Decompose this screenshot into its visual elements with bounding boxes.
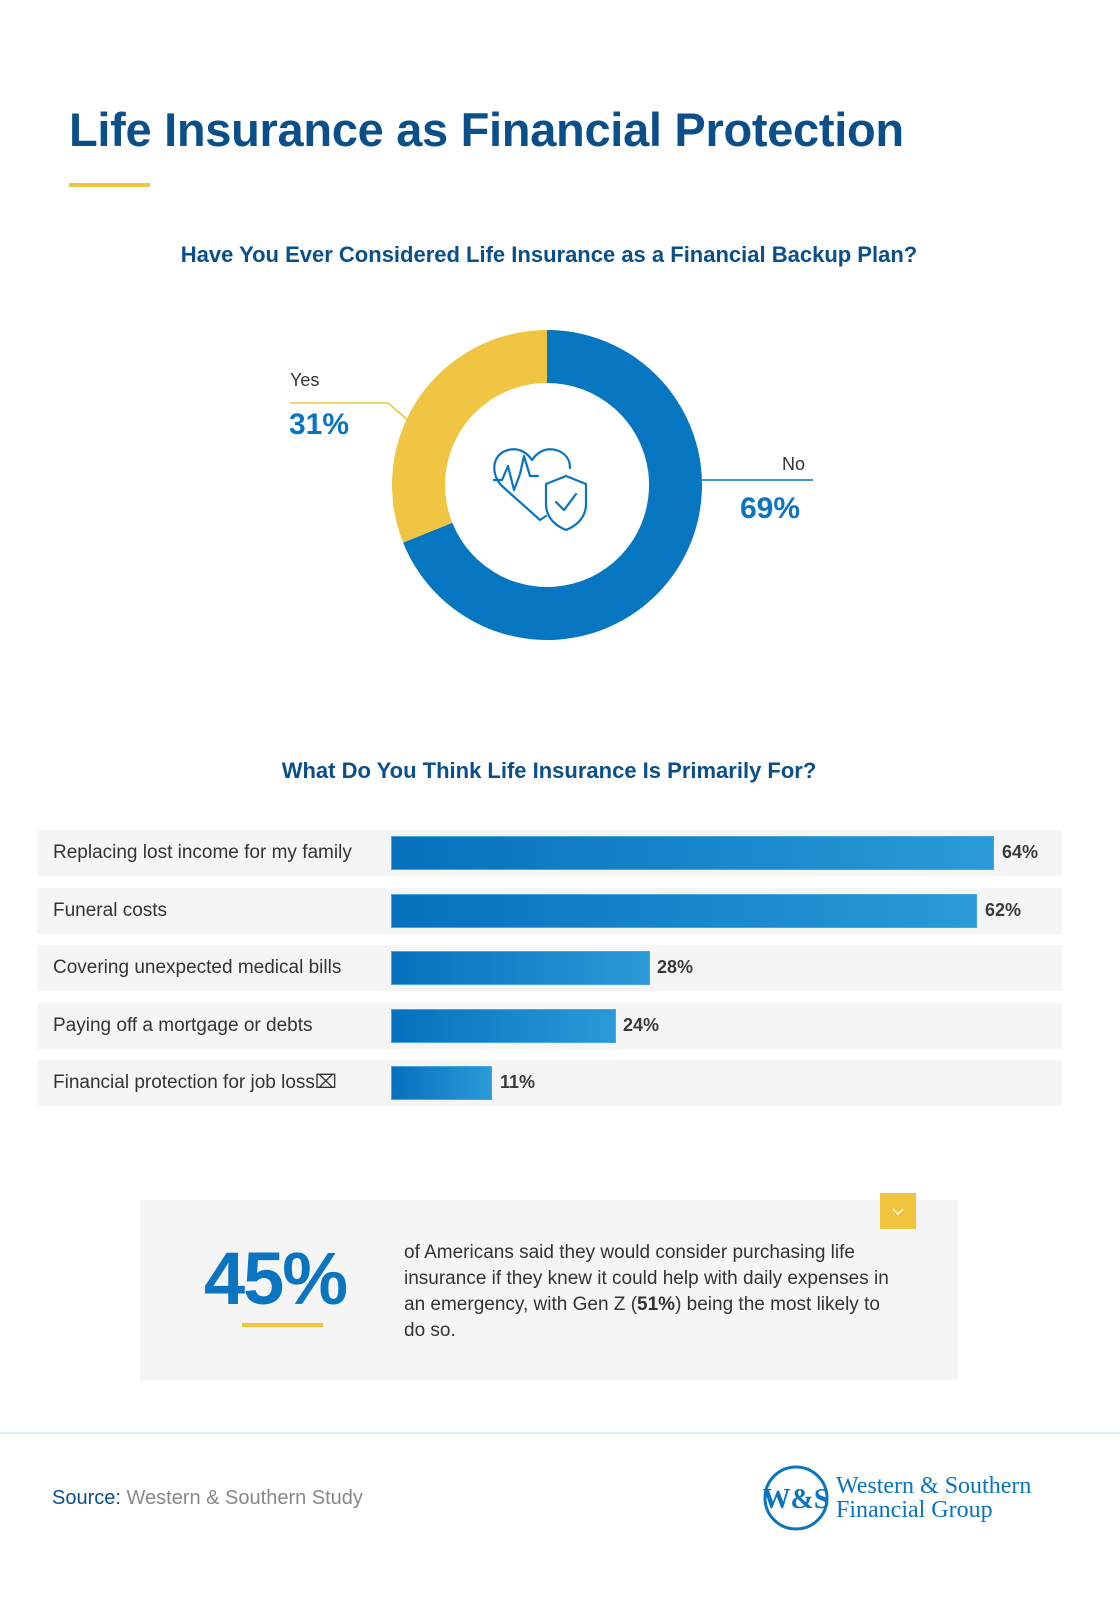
stat-callout [140, 1200, 958, 1380]
stat-underline [242, 1323, 323, 1327]
bar-fill [391, 1008, 616, 1043]
stat-text-bold: 51% [637, 1294, 676, 1315]
bar-row: Financial protection for job loss⌧ 11% [37, 1060, 1062, 1106]
page-title: Life Insurance as Financial Protection [69, 103, 904, 156]
bar-chart: Replacing lost income for my family 64% … [37, 830, 1062, 1118]
yes-leader-line [290, 402, 411, 423]
donut-slice-yes [392, 330, 547, 543]
stat-big-number: 45% [204, 1237, 348, 1320]
bar-question: What Do You Think Life Insurance Is Prim… [281, 758, 817, 783]
bar-value: 64% [1002, 842, 1039, 862]
stat-tab [880, 1193, 916, 1229]
logo-line-2: Financial Group [836, 1497, 993, 1523]
bar-label: Replacing lost income for my family [53, 842, 352, 863]
yes-value: 31% [289, 408, 350, 441]
source-note: Source: Western & Southern Study [52, 1487, 363, 1510]
bar-row: Covering unexpected medical bills 28% [37, 945, 1062, 991]
donut-question: Have You Ever Considered Life Insurance … [180, 242, 918, 267]
bar-value: 24% [623, 1014, 660, 1035]
donut-svg [290, 330, 813, 640]
bar-fill [391, 951, 650, 985]
bar-row: Replacing lost income for my family 64% [37, 830, 1062, 876]
stat-text-before: of Americans said they would consider pu… [404, 1242, 889, 1315]
bar-fill [391, 1066, 492, 1100]
bar-value: 28% [657, 957, 694, 977]
source-value: Western & Southern Study [120, 1487, 363, 1509]
company-logo: W&S Western & Southern Financial Group [762, 1464, 1031, 1532]
logo-line-1: Western & Southern [836, 1473, 1032, 1499]
bar-label: Covering unexpected medical bills [53, 957, 342, 978]
bar-fill [391, 893, 977, 928]
source-label: Source: [52, 1487, 121, 1509]
donut-chart: Yes 31% No 69% [270, 320, 830, 660]
footer-divider [0, 1432, 1120, 1434]
bar-label: Paying off a mortgage or debts [53, 1014, 313, 1036]
ws-logo-mark-icon: W&S [763, 1465, 830, 1531]
stat-description: of Americans said they would consider pu… [404, 1240, 894, 1344]
donut-slice-no [403, 330, 703, 640]
logo-wordmark: Western & Southern Financial Group [836, 1474, 1031, 1522]
bar-value: 11% [500, 1072, 536, 1092]
title-underline [69, 183, 150, 187]
no-value: 69% [740, 492, 801, 525]
bar-label: Financial protection for job loss⌧ [53, 1072, 337, 1093]
bar-label: Funeral costs [53, 899, 168, 921]
bar-value: 62% [985, 899, 1022, 920]
stat-text-after: ) being the most likely to do so. [404, 1294, 880, 1341]
chevron-down-icon [892, 1208, 904, 1215]
bar-fill [391, 836, 994, 870]
yes-label: Yes [290, 370, 320, 390]
bar-row: Funeral costs 62% [37, 887, 1062, 934]
no-label: No [782, 454, 806, 474]
bar-row: Paying off a mortgage or debts 24% [37, 1002, 1062, 1049]
heart-rate-shield-check-icon [488, 438, 600, 543]
svg-text:W&S: W&S [763, 1484, 830, 1515]
